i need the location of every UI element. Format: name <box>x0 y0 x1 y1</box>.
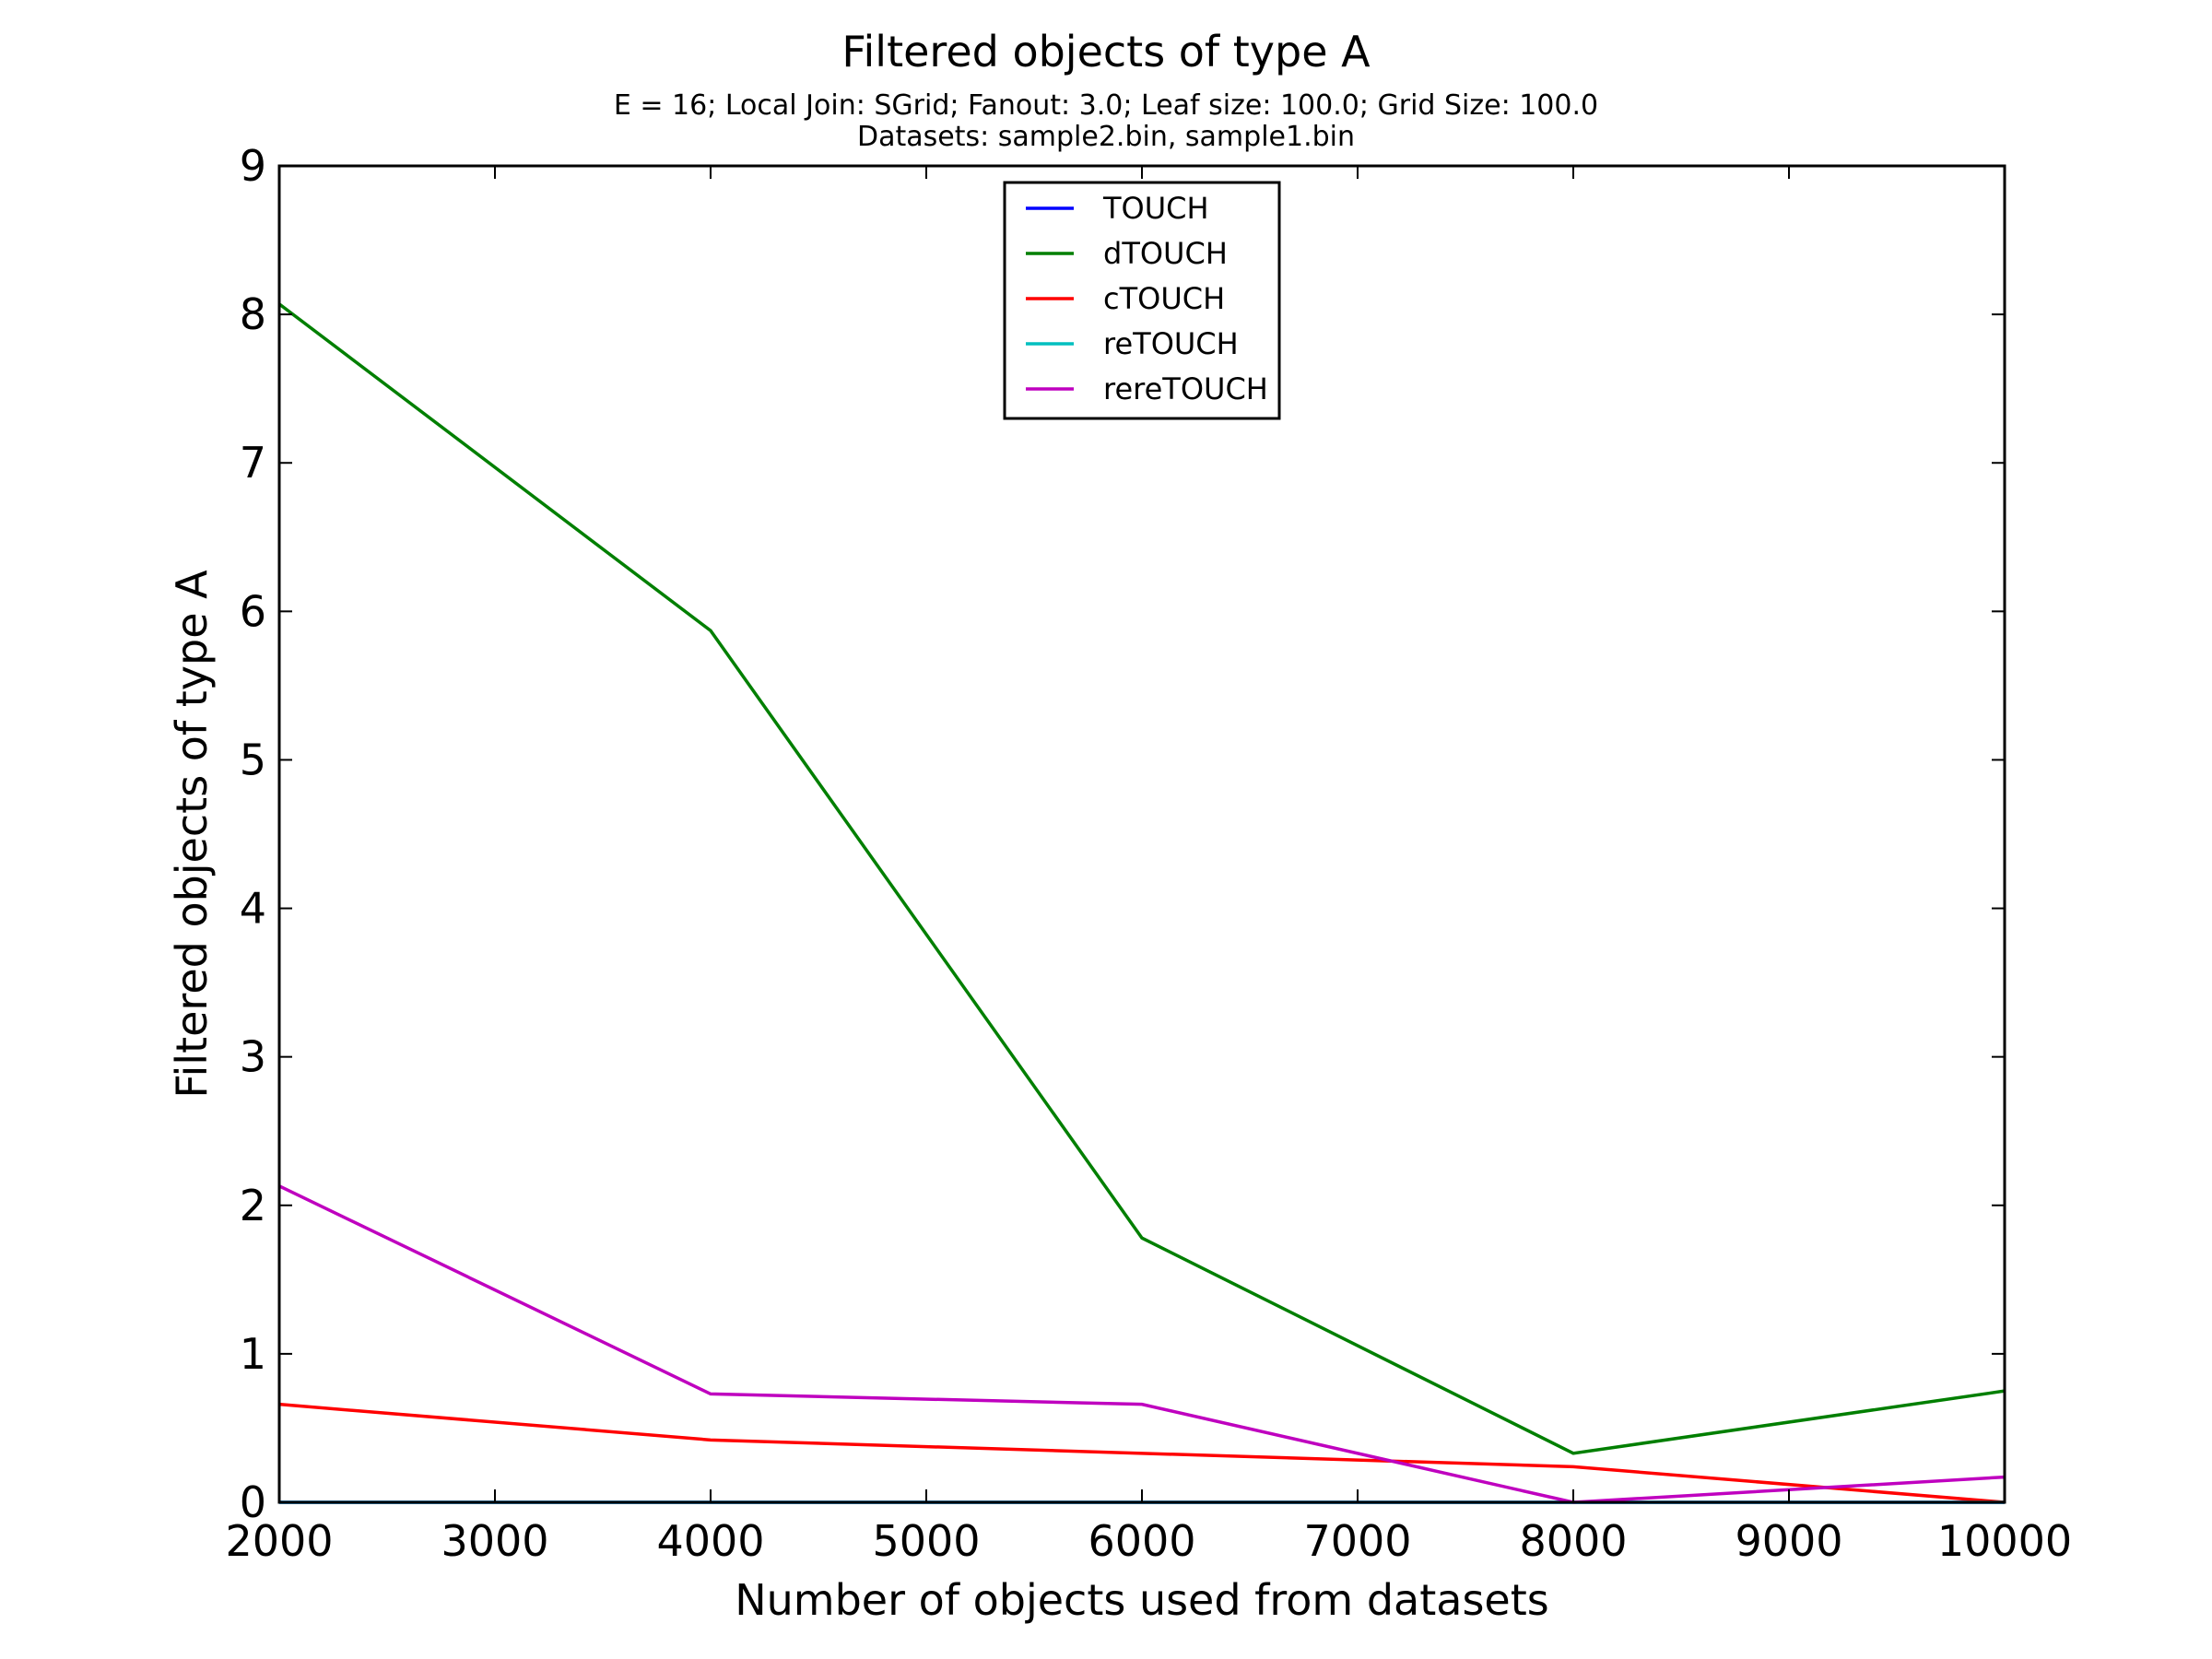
x-tick-label: 7000 <box>1303 1516 1411 1566</box>
x-tick-label: 4000 <box>656 1516 764 1566</box>
chart-subtitle-line-2: Datasets: sample2.bin, sample1.bin <box>857 121 1355 153</box>
y-tick-label: 9 <box>240 141 266 191</box>
chart-title: Filtered objects of type A <box>841 27 1371 76</box>
chart-subtitle-line-1: E = 16; Local Join: SGrid; Fanout: 3.0; … <box>614 89 1598 122</box>
y-tick-label: 6 <box>240 586 266 636</box>
x-tick-label: 3000 <box>441 1516 548 1566</box>
plot-frame <box>277 164 2006 1504</box>
legend-label-cTOUCH: cTOUCH <box>1103 281 1225 316</box>
legend-label-reTOUCH: reTOUCH <box>1103 326 1239 361</box>
series-layer <box>277 302 2006 1504</box>
y-tick-label: 0 <box>240 1477 266 1527</box>
x-tick-label: 9000 <box>1735 1516 1842 1566</box>
legend-label-TOUCH: TOUCH <box>1102 191 1209 226</box>
y-tick-label: 7 <box>240 438 266 488</box>
y-tick-label: 4 <box>240 884 266 934</box>
y-tick-label: 1 <box>240 1329 266 1379</box>
y-axis-label: Filtered objects of type A <box>167 570 217 1099</box>
legend-label-rereTOUCH: rereTOUCH <box>1103 371 1268 406</box>
y-tick-label: 2 <box>240 1181 266 1230</box>
ticks-layer: 2000 3000 4000 5000 6000 7000 8000 9000 10000 0 1 2… <box>225 141 2072 1566</box>
x-axis-label: Number of objects used from datasets <box>735 1575 1549 1625</box>
y-tick-label: 8 <box>240 289 266 339</box>
legend-label-dTOUCH: dTOUCH <box>1103 236 1228 271</box>
x-tick-label: 8000 <box>1519 1516 1627 1566</box>
series-line-dTOUCH <box>277 302 2006 1455</box>
x-tick-label: 10000 <box>1937 1516 2072 1566</box>
x-tick-label: 2000 <box>225 1516 333 1566</box>
y-tick-label: 3 <box>240 1032 266 1082</box>
x-tick-label: 6000 <box>1088 1516 1195 1566</box>
legend: TOUCH dTOUCH cTOUCH reTOUCH rereTOUCH <box>1003 181 1281 420</box>
y-tick-label: 5 <box>240 735 266 784</box>
legend-frame <box>1003 181 1281 420</box>
x-tick-label: 5000 <box>872 1516 980 1566</box>
